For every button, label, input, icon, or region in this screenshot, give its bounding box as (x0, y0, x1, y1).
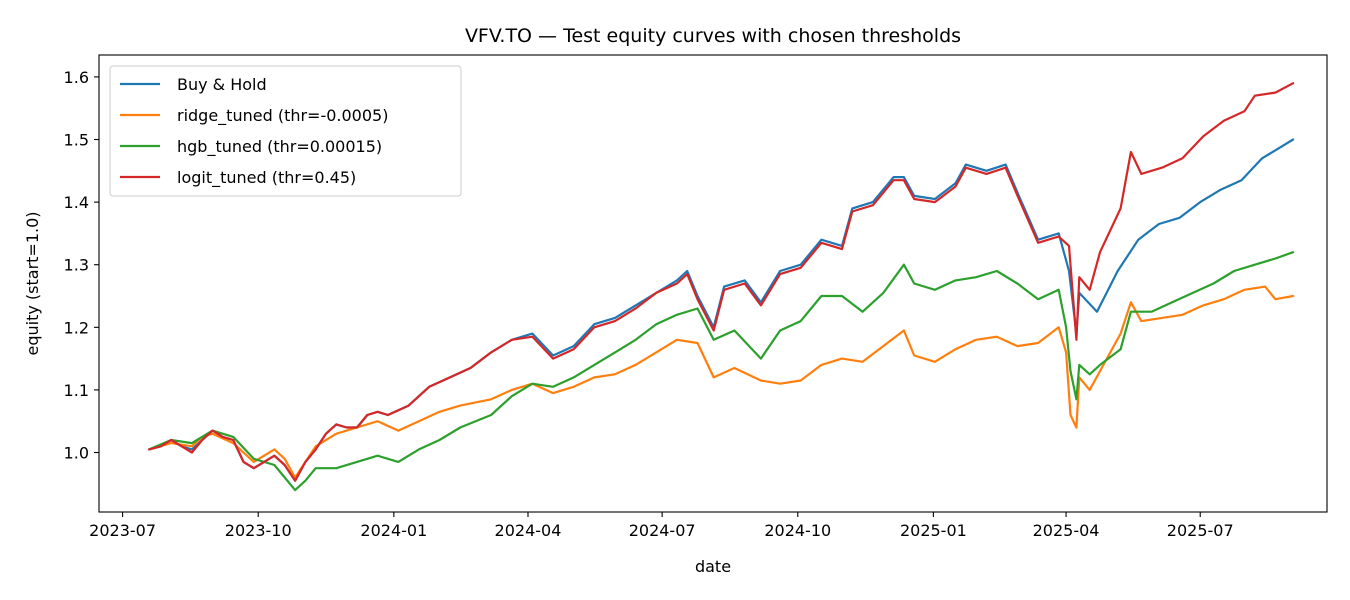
x-axis-ticks: 2023-07 2023-10 2024-01 2024-04 2024-07 2024-… (89, 512, 1234, 540)
y-tick-label: 1.0 (64, 444, 89, 463)
y-tick-label: 1.1 (64, 381, 89, 400)
x-tick-label: 2024-07 (629, 521, 696, 540)
series-line-3 (148, 251, 1295, 492)
x-tick-label: 2024-10 (764, 521, 831, 540)
y-tick-label: 1.2 (64, 318, 89, 337)
y-tick-label: 1.3 (64, 256, 89, 275)
x-tick-label: 2024-01 (360, 521, 427, 540)
legend-box (109, 65, 462, 197)
x-tick-label: 2023-07 (89, 521, 156, 540)
plot-frame (98, 54, 1328, 513)
x-tick-label: 2025-01 (900, 521, 967, 540)
legend-label: logit_tuned (thr=0.45) (177, 168, 356, 188)
series-line-2 (148, 285, 1295, 479)
y-axis-ticks: 1.0 1.1 1.2 1.3 1.4 1.5 1.6 (64, 68, 99, 463)
x-tick-label: 2025-07 (1167, 521, 1234, 540)
legend-label: hgb_tuned (thr=0.00015) (177, 137, 382, 157)
legend-label: Buy & Hold (177, 75, 267, 94)
legend-label: ridge_tuned (thr=-0.0005) (177, 106, 388, 126)
y-tick-label: 1.6 (64, 68, 89, 87)
x-axis-label: date (695, 557, 731, 576)
y-tick-label: 1.4 (64, 193, 89, 212)
y-tick-label: 1.5 (64, 131, 89, 150)
legend: Buy & Hold ridge_tuned (thr=-0.0005) hgb_t… (109, 65, 462, 197)
series-lines (148, 82, 1295, 492)
series-line-4 (148, 82, 1295, 482)
x-tick-label: 2023-10 (225, 521, 292, 540)
x-tick-label: 2024-04 (495, 521, 562, 540)
y-axis-label: equity (start=1.0) (23, 211, 42, 355)
chart-title: VFV.TO — Test equity curves with chosen … (465, 25, 961, 47)
x-tick-label: 2025-04 (1033, 521, 1100, 540)
